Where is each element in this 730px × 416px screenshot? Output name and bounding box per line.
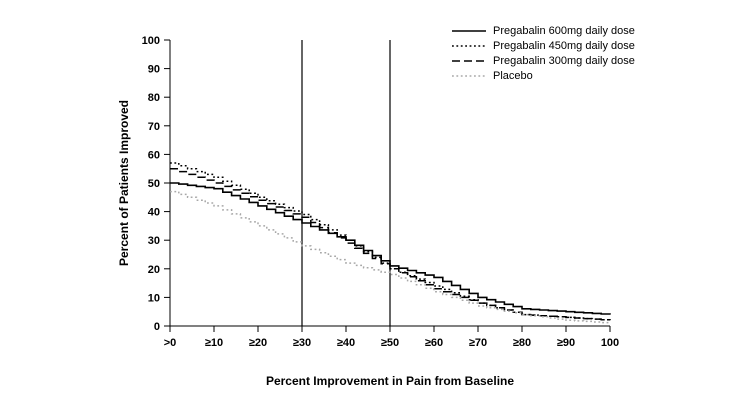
y-tick-label: 0 (154, 321, 160, 333)
legend-item: Pregabalin 600mg daily dose (452, 24, 635, 38)
legend: Pregabalin 600mg daily dose Pregabalin 45… (452, 24, 635, 83)
legend-label: Pregabalin 600mg daily dose (493, 25, 635, 37)
x-axis-title: Percent Improvement in Pain from Baselin… (265, 374, 515, 388)
legend-item: Pregabalin 300mg daily dose (452, 54, 635, 68)
x-tick-label: ≥50 (381, 337, 399, 349)
legend-line-sample (452, 45, 486, 47)
x-tick-label: 100 (601, 337, 619, 349)
y-tick-label: 60 (148, 149, 160, 161)
y-tick-label: 100 (142, 35, 160, 47)
y-tick-label: 10 (148, 292, 160, 304)
y-axis-title: Percent of Patients Improved (117, 100, 131, 266)
legend-item: Placebo (452, 69, 635, 83)
x-tick-label: ≥90 (557, 337, 575, 349)
x-tick-label: ≥40 (337, 337, 355, 349)
x-tick-label: ≥10 (205, 337, 223, 349)
y-tick-label: 90 (148, 64, 160, 76)
x-tick-label: >0 (164, 337, 177, 349)
x-tick-label: ≥60 (425, 337, 443, 349)
x-tick-label: ≥70 (469, 337, 487, 349)
legend-item: Pregabalin 450mg daily dose (452, 39, 635, 53)
legend-line-sample (452, 60, 486, 62)
y-tick-label: 20 (148, 264, 160, 276)
y-tick-label: 70 (148, 121, 160, 133)
series-line-pregabalin-450mg-daily-dose (170, 162, 611, 321)
y-tick-label: 80 (148, 92, 160, 104)
series-line-placebo (170, 190, 611, 324)
x-tick-label: ≥80 (513, 337, 531, 349)
y-tick-label: 30 (148, 235, 160, 247)
legend-line-sample (452, 30, 486, 32)
legend-line-sample (452, 75, 486, 77)
legend-label: Placebo (493, 70, 533, 82)
legend-label: Pregabalin 300mg daily dose (493, 55, 635, 67)
x-tick-label: ≥20 (249, 337, 267, 349)
x-tick-label: ≥30 (293, 337, 311, 349)
legend-label: Pregabalin 450mg daily dose (493, 40, 635, 52)
y-tick-label: 40 (148, 207, 160, 219)
y-tick-label: 50 (148, 178, 160, 190)
